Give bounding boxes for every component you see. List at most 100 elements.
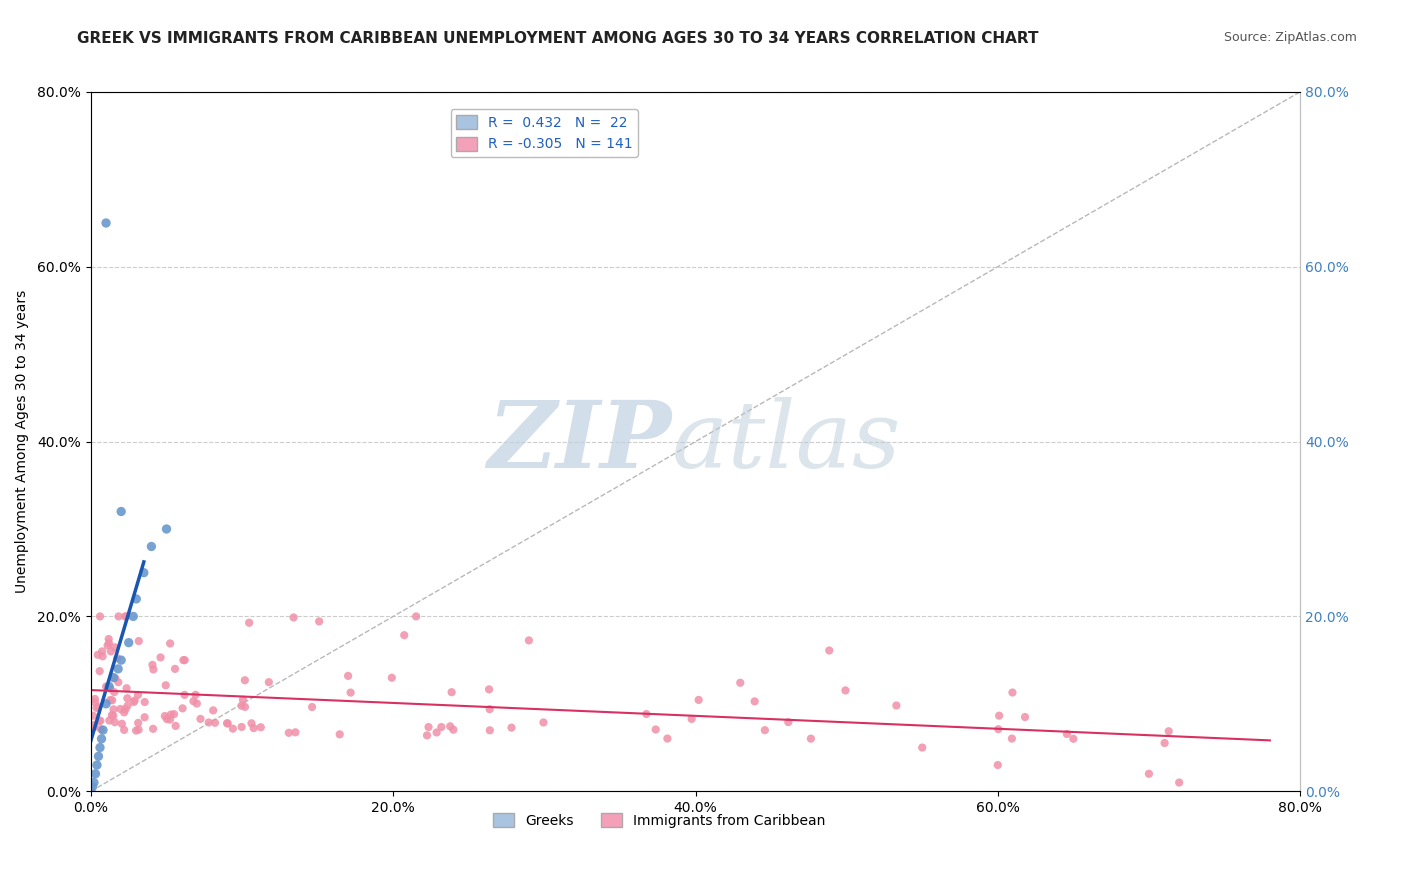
Point	[87, 749, 110, 764]
Point	[104, 672, 127, 686]
Point	[103, 702, 125, 716]
Point	[173, 688, 195, 702]
Point	[141, 540, 163, 554]
Point	[440, 685, 463, 699]
Point	[115, 609, 138, 624]
Point	[98, 679, 121, 693]
Point	[98, 714, 121, 728]
Point	[84, 766, 107, 780]
Point	[125, 591, 148, 606]
Point	[91, 723, 114, 737]
Point	[142, 663, 165, 677]
Point	[141, 657, 163, 672]
Point	[100, 681, 122, 696]
Point	[124, 693, 146, 707]
Point	[156, 712, 179, 726]
Point	[160, 707, 183, 722]
Point	[284, 725, 307, 739]
Point	[517, 633, 540, 648]
Point	[104, 715, 127, 730]
Point	[149, 650, 172, 665]
Point	[202, 703, 225, 717]
Point	[94, 697, 117, 711]
Legend: Greeks, Immigrants from Caribbean: Greeks, Immigrants from Caribbean	[488, 807, 831, 833]
Point	[110, 702, 132, 716]
Point	[173, 653, 195, 667]
Point	[122, 695, 145, 709]
Point	[636, 706, 658, 721]
Point	[153, 709, 176, 723]
Point	[118, 635, 141, 649]
Point	[127, 715, 149, 730]
Point	[90, 722, 112, 736]
Point	[89, 714, 111, 728]
Point	[184, 688, 207, 702]
Point	[163, 707, 186, 722]
Point	[101, 708, 124, 723]
Point	[117, 691, 139, 706]
Point	[215, 716, 238, 731]
Point	[283, 610, 305, 624]
Point	[125, 723, 148, 738]
Point	[1001, 731, 1024, 746]
Point	[418, 720, 440, 734]
Point	[911, 740, 934, 755]
Point	[97, 632, 120, 646]
Point	[800, 731, 823, 746]
Point	[159, 636, 181, 650]
Point	[89, 714, 111, 728]
Point	[277, 726, 299, 740]
Point	[231, 698, 253, 713]
Point	[381, 671, 404, 685]
Point	[1157, 724, 1180, 739]
Point	[197, 715, 219, 730]
Point	[86, 758, 108, 772]
Point	[117, 698, 139, 713]
Point	[110, 653, 132, 667]
Text: Source: ZipAtlas.com: Source: ZipAtlas.com	[1223, 31, 1357, 45]
Point	[730, 675, 752, 690]
Point	[834, 683, 856, 698]
Point	[103, 671, 125, 685]
Point	[112, 706, 135, 720]
Point	[222, 722, 245, 736]
Point	[83, 775, 105, 789]
Point	[1137, 766, 1160, 780]
Point	[657, 731, 679, 746]
Point	[90, 731, 112, 746]
Point	[394, 628, 416, 642]
Point	[114, 702, 136, 716]
Point	[104, 640, 127, 655]
Point	[155, 678, 177, 692]
Point	[478, 723, 501, 738]
Point	[163, 662, 186, 676]
Point	[183, 694, 205, 708]
Point	[172, 653, 194, 667]
Point	[339, 685, 361, 699]
Point	[127, 688, 149, 702]
Point	[426, 725, 449, 739]
Point	[329, 727, 352, 741]
Point	[439, 719, 461, 733]
Point	[818, 643, 841, 657]
Point	[101, 693, 124, 707]
Text: GREEK VS IMMIGRANTS FROM CARIBBEAN UNEMPLOYMENT AMONG AGES 30 TO 34 YEARS CORREL: GREEK VS IMMIGRANTS FROM CARIBBEAN UNEMP…	[77, 31, 1039, 46]
Point	[82, 780, 104, 794]
Point	[134, 710, 156, 724]
Point	[103, 708, 125, 723]
Point	[91, 649, 114, 664]
Point	[987, 722, 1010, 736]
Point	[337, 669, 360, 683]
Point	[105, 651, 128, 665]
Point	[107, 662, 129, 676]
Point	[165, 719, 187, 733]
Point	[1153, 736, 1175, 750]
Point	[644, 723, 666, 737]
Point	[82, 708, 104, 723]
Point	[778, 715, 800, 730]
Point	[1062, 731, 1084, 746]
Point	[83, 717, 105, 731]
Point	[114, 609, 136, 624]
Point	[94, 680, 117, 694]
Point	[134, 695, 156, 709]
